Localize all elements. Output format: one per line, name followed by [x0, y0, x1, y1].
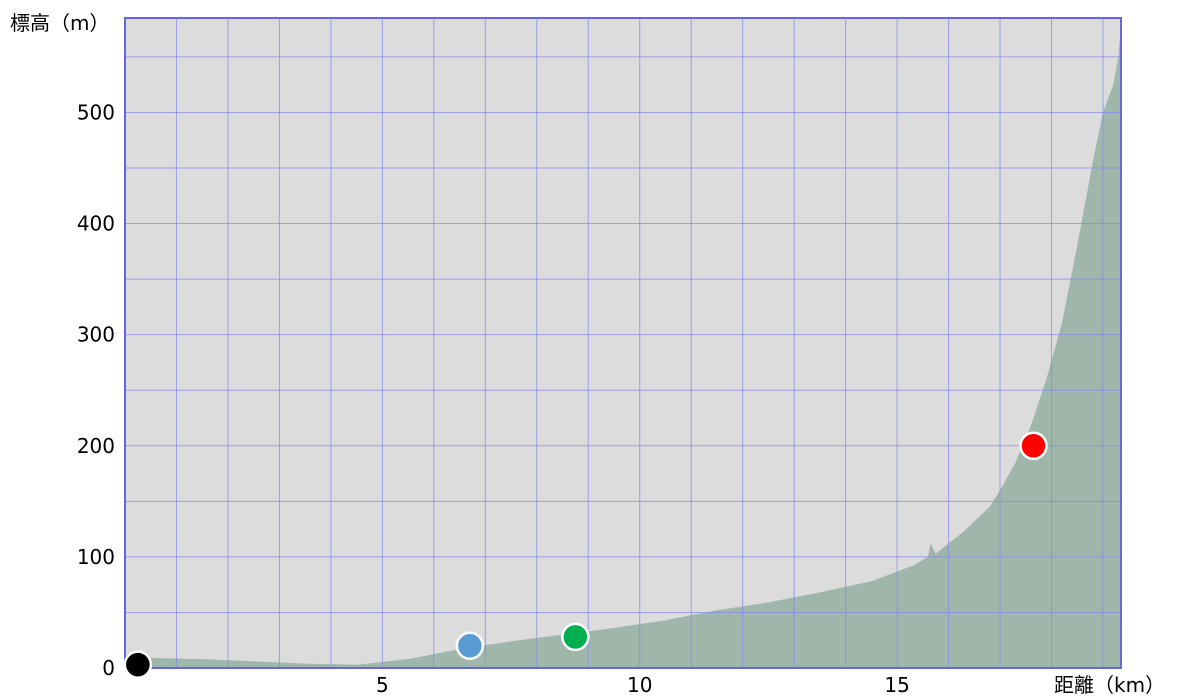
y-tick-label: 300	[77, 323, 115, 347]
marker-3	[1019, 431, 1048, 461]
marker-0	[123, 650, 153, 679]
plot-area	[123, 17, 1122, 679]
x-tick-label: 15	[884, 673, 909, 697]
x-tick-label: 10	[627, 673, 652, 697]
x-tick-label: 5	[376, 673, 389, 697]
marker-1	[455, 631, 485, 661]
plot-frame	[124, 17, 1122, 669]
y-axis-title: 標高（m）	[10, 11, 109, 35]
x-axis-title: 距離（km）	[1054, 673, 1165, 697]
y-tick-label: 500	[77, 100, 115, 124]
elevation-area	[125, 23, 1121, 669]
axis-labels: 標高（m） 距離（km） 0 100 200 300 400 500 5 10 15	[10, 11, 1165, 697]
marker-2	[561, 622, 590, 652]
y-tick-label: 0	[102, 656, 115, 680]
y-tick-label: 200	[77, 434, 115, 458]
y-tick-label: 100	[77, 545, 115, 569]
y-tick-label: 400	[77, 212, 115, 236]
